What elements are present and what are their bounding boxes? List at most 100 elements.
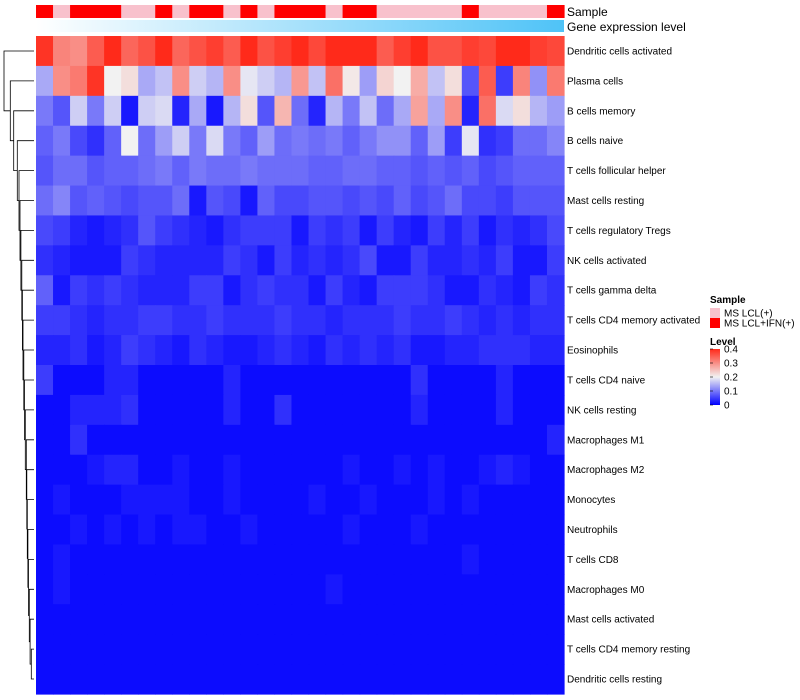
heatmap-cell — [478, 394, 497, 426]
heatmap-cell — [36, 424, 54, 456]
sample-legend-title: Sample — [710, 295, 746, 306]
heatmap-cell — [461, 574, 480, 605]
heatmap-cell — [155, 664, 173, 695]
heatmap-cell — [87, 664, 105, 695]
heatmap-cell — [461, 394, 480, 426]
annotation-tracks — [36, 5, 565, 32]
heatmap-cell — [529, 365, 548, 396]
heatmap-cell — [444, 664, 463, 695]
heatmap-cell — [189, 335, 207, 366]
heatmap-cell — [444, 65, 463, 97]
heatmap-cell — [427, 454, 446, 486]
heatmap-cell — [444, 215, 463, 246]
heatmap-cell — [495, 275, 514, 306]
sample-annotation-cell — [427, 5, 446, 18]
heatmap-cell — [461, 335, 480, 366]
gene-expression-track-label: Gene expression level — [567, 20, 686, 34]
heatmap-cell — [257, 65, 276, 97]
heatmap-cell — [376, 424, 395, 456]
heatmap-cell — [512, 514, 531, 546]
heatmap-cell — [342, 514, 361, 546]
heatmap-cell — [70, 664, 88, 695]
heatmap-cell — [359, 365, 378, 396]
heatmap-cell — [172, 245, 190, 276]
heatmap-cell — [240, 245, 259, 276]
sample-annotation-cell — [359, 5, 378, 18]
heatmap-cell — [138, 514, 156, 546]
heatmap-cell — [274, 125, 293, 157]
heatmap-cell — [546, 544, 565, 575]
heatmap-cell — [291, 185, 310, 217]
heatmap-cell — [376, 574, 395, 605]
heatmap-cell — [342, 484, 361, 516]
heatmap-cell — [36, 155, 54, 187]
heatmap-cell — [138, 155, 156, 187]
heatmap-cell — [87, 335, 105, 366]
sample-annotation-cell — [172, 5, 190, 18]
heatmap-cell — [274, 365, 293, 396]
heatmap-cell — [291, 544, 310, 575]
heatmap-cell — [495, 604, 514, 635]
heatmap-cell — [223, 574, 241, 605]
heatmap-cell — [512, 65, 531, 97]
row-labels: Dendritic cells activated Plasma cells B c… — [567, 47, 700, 686]
heatmap-cell — [546, 394, 565, 426]
heatmap-cell — [70, 574, 88, 605]
heatmap-cell — [325, 125, 344, 157]
heatmap-cell — [308, 305, 327, 336]
heatmap-cell — [104, 215, 122, 246]
heatmap-cell — [104, 424, 122, 456]
heatmap-cell — [138, 125, 156, 157]
heatmap-cell — [359, 335, 378, 366]
sample-annotation-cell — [36, 5, 54, 18]
row-label: B cells memory — [567, 106, 635, 117]
heatmap-cell — [546, 155, 565, 187]
heatmap-cell — [495, 335, 514, 366]
heatmap-cell — [257, 215, 276, 246]
heatmap-cell — [546, 215, 565, 246]
heatmap-cell — [257, 664, 276, 695]
heatmap-cell — [342, 634, 361, 665]
heatmap-cell — [53, 365, 71, 396]
heatmap-cell — [427, 574, 446, 605]
sample-track-label: Sample — [567, 5, 608, 19]
heatmap-cell — [359, 36, 378, 67]
heatmap-cell — [376, 634, 395, 665]
heatmap-cell — [427, 36, 446, 67]
heatmap-cell — [240, 155, 259, 187]
heatmap-cell — [461, 365, 480, 396]
heatmap-cell — [87, 634, 105, 665]
heatmap-cell — [325, 394, 344, 426]
heatmap-cell — [223, 185, 241, 217]
heatmap-cell — [410, 574, 429, 605]
heatmap-cell — [104, 394, 122, 426]
heatmap-cell — [308, 65, 327, 97]
heatmap-cell — [546, 125, 565, 157]
heatmap-cell — [495, 215, 514, 246]
heatmap-cell — [393, 155, 412, 187]
heatmap-cell — [546, 275, 565, 306]
heatmap-cell — [87, 424, 105, 456]
heatmap-cell — [291, 335, 310, 366]
heatmap-cell — [104, 335, 122, 366]
heatmap-cell — [53, 305, 71, 336]
heatmap-cell — [478, 454, 497, 486]
heatmap-cell — [155, 394, 173, 426]
heatmap-cell — [512, 394, 531, 426]
heatmap-cell — [461, 544, 480, 575]
heatmap-cell — [308, 424, 327, 456]
heatmap-cell — [87, 484, 105, 516]
heatmap-cell — [427, 394, 446, 426]
heatmap-cell — [223, 95, 241, 127]
heatmap-cell — [274, 95, 293, 127]
heatmap-cell — [206, 305, 224, 336]
heatmap-cell — [495, 125, 514, 157]
heatmap-cell — [172, 454, 190, 486]
heatmap-cell — [138, 335, 156, 366]
sample-annotation-cell — [546, 5, 565, 18]
heatmap-cell — [291, 215, 310, 246]
heatmap-cell — [257, 514, 276, 546]
heatmap-cell — [495, 185, 514, 217]
heatmap-cell — [138, 454, 156, 486]
heatmap-cell — [70, 65, 88, 97]
